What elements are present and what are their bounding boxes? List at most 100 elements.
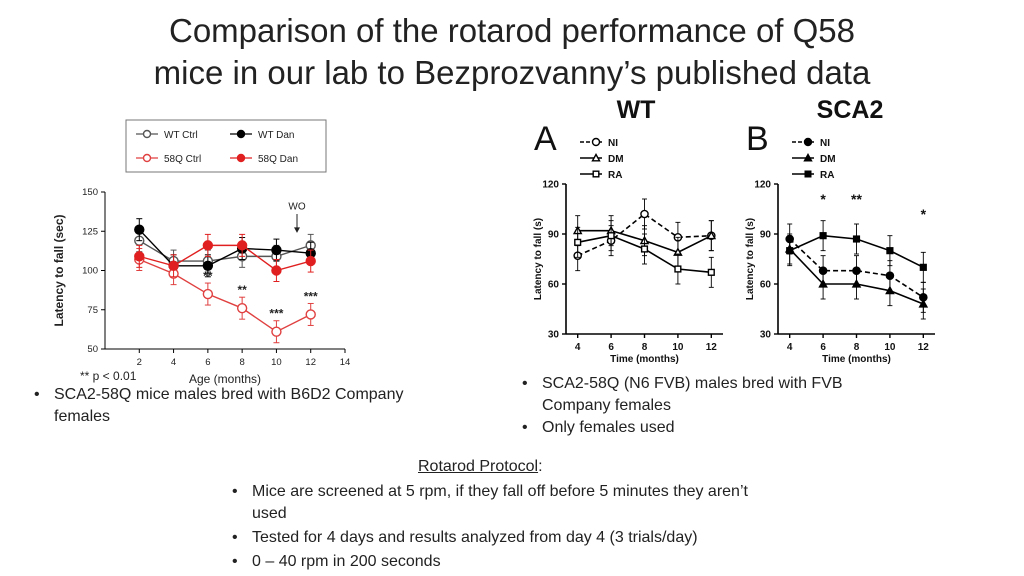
legend-marker bbox=[591, 153, 601, 162]
bullet-glyph: • bbox=[34, 386, 40, 403]
x-tick-label: 4 bbox=[787, 342, 793, 353]
protocol-title-colon: : bbox=[538, 458, 543, 475]
data-point bbox=[271, 326, 282, 337]
series-line bbox=[577, 213, 712, 257]
bullet-glyph: • bbox=[232, 483, 238, 500]
series-line bbox=[138, 240, 311, 262]
sca2-panel-chart: SCA2 B NI DM RA 30 60 90 120 4 6 8 10 12 Time (months)… bbox=[745, 96, 935, 365]
series-line bbox=[139, 258, 312, 333]
x-tick-label: 10 bbox=[672, 342, 684, 353]
x-axis-label: Time (months) bbox=[822, 354, 891, 365]
data-point bbox=[851, 278, 862, 288]
protocol-bullet-item: • Tested for 4 days and results analyzed… bbox=[228, 527, 748, 549]
left-bullets: • SCA2-58Q mice males bred with B6D2 Com… bbox=[30, 384, 450, 428]
legend-label: 58Q Dan bbox=[258, 154, 298, 165]
y-tick-label: 120 bbox=[542, 180, 559, 191]
legend-label: NI bbox=[820, 138, 830, 149]
data-point bbox=[202, 260, 214, 271]
x-tick-label: 6 bbox=[205, 357, 210, 368]
x-tick-label: 4 bbox=[575, 342, 581, 353]
panel-title: WT bbox=[617, 96, 656, 124]
x-tick-label: 12 bbox=[305, 357, 316, 368]
right-bullet-text: Only females used bbox=[542, 419, 675, 436]
wt-panel-chart: WT A NI DM RA 30 60 90 120 4 6 8 10 12 Time (months) La… bbox=[533, 96, 723, 365]
legend-marker bbox=[803, 137, 813, 147]
data-point bbox=[918, 298, 929, 308]
x-axis-label: Time (months) bbox=[610, 354, 679, 365]
data-point bbox=[852, 235, 861, 243]
protocol-title: Rotarod Protocol: bbox=[418, 458, 543, 476]
y-tick-label: 30 bbox=[548, 330, 560, 341]
x-tick-label: 6 bbox=[820, 342, 826, 353]
right-bullet-item: • Only females used bbox=[518, 417, 878, 439]
right-bullet-text: SCA2-58Q (N6 FVB) males bred with FVB Co… bbox=[542, 375, 843, 414]
legend-label: WT Dan bbox=[258, 130, 295, 141]
series-ra bbox=[574, 220, 715, 288]
data-point bbox=[885, 285, 895, 295]
legend-label: 58Q Ctrl bbox=[164, 154, 201, 165]
protocol-bullet-item: • 0 – 40 rpm in 200 seconds bbox=[228, 551, 748, 573]
x-tick-label: 4 bbox=[171, 357, 176, 368]
protocol-bullet-item: • Mice are screened at 5 rpm, if they fa… bbox=[228, 481, 748, 525]
y-tick-label: 100 bbox=[82, 266, 98, 277]
legend-marker bbox=[142, 129, 152, 139]
y-tick-label: 50 bbox=[87, 344, 98, 355]
x-tick-label: 8 bbox=[239, 357, 244, 368]
y-axis-label: Latency to fall (sec) bbox=[52, 214, 66, 326]
significance-label: ** bbox=[203, 269, 213, 283]
data-point bbox=[202, 240, 214, 251]
panel-letter: B bbox=[746, 120, 769, 158]
legend-label: RA bbox=[820, 170, 834, 181]
bullet-glyph: • bbox=[522, 375, 528, 392]
y-axis-label: Latency to fall (s) bbox=[533, 218, 544, 300]
left-bullet-item: • SCA2-58Q mice males bred with B6D2 Com… bbox=[30, 384, 450, 428]
legend-label: RA bbox=[608, 170, 622, 181]
legend-marker bbox=[591, 137, 601, 147]
data-point bbox=[786, 247, 794, 255]
series-58q-dan bbox=[134, 233, 316, 282]
bullet-glyph: • bbox=[522, 419, 528, 436]
x-tick-label: 12 bbox=[706, 342, 718, 353]
x-tick-label: 12 bbox=[918, 342, 930, 353]
x-tick-label: 10 bbox=[884, 342, 896, 353]
bullet-glyph: • bbox=[232, 529, 238, 546]
panel-title: SCA2 bbox=[817, 96, 884, 124]
data-point bbox=[202, 288, 214, 300]
data-point bbox=[305, 255, 316, 267]
title-line-2: mice in our lab to Bezprozvanny’s publis… bbox=[153, 54, 871, 91]
data-point bbox=[236, 302, 248, 314]
y-tick-label: 150 bbox=[82, 187, 98, 198]
legend-marker bbox=[803, 153, 813, 162]
x-tick-label: 10 bbox=[271, 357, 282, 368]
data-point bbox=[236, 240, 248, 251]
left-bullet-text: SCA2-58Q mice males bred with B6D2 Compa… bbox=[54, 386, 404, 425]
x-tick-label: 8 bbox=[854, 342, 860, 353]
data-point bbox=[707, 268, 715, 276]
significance-label: * bbox=[820, 191, 826, 207]
data-point bbox=[168, 260, 179, 271]
significance-label: ** bbox=[237, 283, 247, 297]
data-point bbox=[271, 244, 282, 256]
right-bullet-item: • SCA2-58Q (N6 FVB) males bred with FVB … bbox=[518, 373, 878, 417]
legend-marker bbox=[236, 153, 246, 163]
x-tick-label: 2 bbox=[137, 357, 142, 368]
protocol-bullet-text: 0 – 40 rpm in 200 seconds bbox=[252, 553, 441, 570]
significance-label: *** bbox=[304, 289, 318, 303]
data-point bbox=[919, 263, 927, 271]
protocol-bullets: • Mice are screened at 5 rpm, if they fa… bbox=[228, 481, 748, 573]
data-point bbox=[706, 230, 717, 240]
legend-marker bbox=[236, 129, 246, 139]
data-point bbox=[818, 278, 828, 288]
y-axis-label: Latency to fall (s) bbox=[745, 218, 756, 300]
x-tick-label: 6 bbox=[608, 342, 614, 353]
legend-marker bbox=[804, 170, 812, 178]
y-tick-label: 60 bbox=[548, 280, 560, 291]
data-point bbox=[819, 232, 827, 240]
data-point bbox=[640, 209, 649, 219]
significance-label: ** bbox=[851, 191, 862, 207]
series-dm bbox=[784, 233, 929, 320]
wo-annotation: WO bbox=[288, 201, 305, 212]
y-tick-label: 90 bbox=[548, 230, 560, 241]
y-tick-label: 120 bbox=[754, 180, 771, 191]
y-tick-label: 30 bbox=[760, 330, 772, 341]
